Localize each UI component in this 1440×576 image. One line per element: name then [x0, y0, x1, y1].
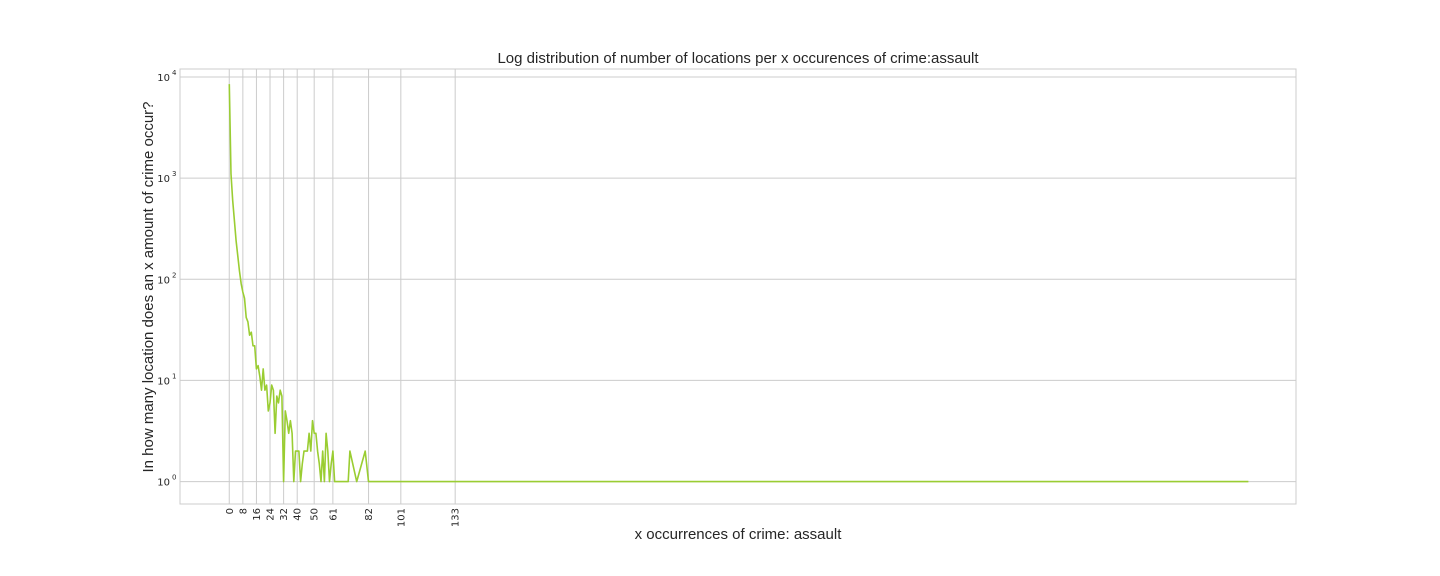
x-tick-label: 8	[238, 508, 249, 514]
y-tick-label: 10	[157, 478, 170, 489]
y-axis-label: In how many location does an x amount of…	[140, 101, 157, 472]
x-tick-label: 133	[451, 508, 462, 527]
x-tick-labels: 0 8 16 24 32 40 50 61 82 101 133	[225, 508, 462, 527]
x-axis-label: x occurrences of crime: assault	[635, 526, 843, 543]
chart-title: Log distribution of number of locations …	[497, 50, 979, 67]
x-tick-label: 50	[310, 508, 321, 521]
grid-lines	[180, 69, 1296, 504]
x-tick-label: 82	[364, 508, 375, 521]
x-tick-label: 61	[328, 508, 339, 521]
y-tick-label: 10	[157, 73, 170, 84]
x-tick-label: 16	[252, 508, 263, 521]
x-tick-label: 40	[293, 508, 304, 521]
series-line	[228, 84, 1249, 483]
x-tick-label: 101	[396, 508, 407, 527]
y-tick-exponent: 4	[172, 69, 177, 77]
y-tick-label: 10	[157, 376, 170, 387]
series-layer	[228, 84, 1249, 483]
x-tick-label: 24	[266, 508, 277, 521]
y-tick-exponent: 1	[172, 372, 176, 380]
y-tick-label: 10	[157, 275, 170, 286]
y-tick-exponent: 0	[172, 474, 176, 482]
plot-frame	[179, 68, 1297, 505]
y-tick-exponent: 3	[172, 170, 176, 178]
y-tick-exponent: 2	[172, 271, 176, 279]
y-tick-label: 10	[157, 174, 170, 185]
x-tick-label: 0	[225, 508, 236, 514]
x-tick-label: 32	[279, 508, 290, 521]
